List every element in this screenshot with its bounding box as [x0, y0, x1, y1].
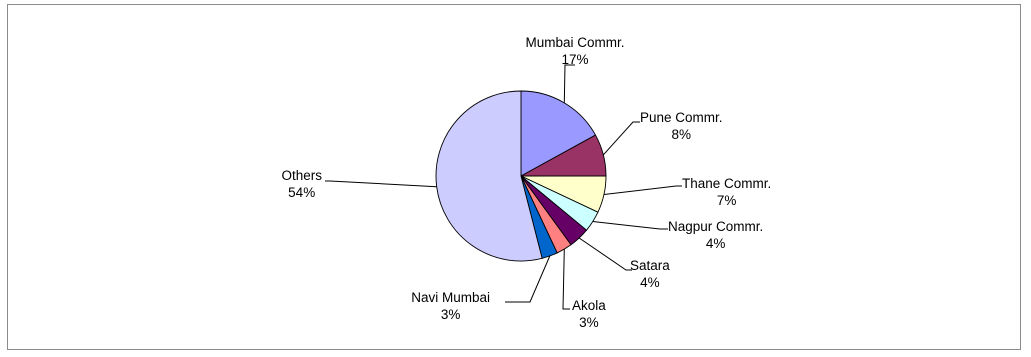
- slice-percent: 4%: [640, 275, 660, 290]
- data-label-pune-commr: Pune Commr. 8%: [640, 110, 723, 142]
- pie-slice-mumbai-commr: [520, 90, 597, 177]
- data-label-mumbai-commr: Mumbai Commr. 17%: [525, 35, 624, 67]
- slice-percent: 7%: [717, 193, 737, 208]
- leader-line-navi-mumbai: [505, 255, 551, 303]
- leader-line-nagpur-commr: [592, 221, 668, 230]
- slice-percent: 17%: [561, 52, 588, 67]
- slice-category: Navi Mumbai: [411, 290, 490, 305]
- data-label-akola: Akola 3%: [572, 298, 606, 330]
- label-leaders: [325, 64, 682, 310]
- slice-percent: 8%: [672, 127, 692, 142]
- slice-category: Pune Commr.: [640, 110, 723, 125]
- data-labels: Mumbai Commr. 17% Pune Commr. 8% Thane Commr…: [281, 35, 771, 330]
- data-label-others: Others 54%: [281, 168, 322, 200]
- slice-percent: 3%: [441, 307, 461, 322]
- slice-category: Satara: [630, 258, 670, 273]
- data-label-navi-mumbai: Navi Mumbai 3%: [411, 290, 490, 322]
- slice-category: Thane Commr.: [682, 176, 771, 191]
- slice-percent: 4%: [706, 236, 726, 251]
- leader-line-akola: [562, 249, 570, 310]
- slice-percent: 3%: [579, 315, 599, 330]
- leader-line-satara: [578, 237, 632, 271]
- data-label-satara: Satara 4%: [630, 258, 670, 290]
- leader-line-others: [325, 180, 437, 188]
- leader-line-mumbai-commr: [563, 64, 575, 103]
- data-label-nagpur-commr: Nagpur Commr. 4%: [668, 219, 763, 251]
- slice-percent: 54%: [288, 185, 315, 200]
- pie-slices: [435, 90, 607, 262]
- slice-category: Nagpur Commr.: [668, 219, 763, 234]
- slice-category: Mumbai Commr.: [525, 35, 624, 50]
- slice-category: Akola: [572, 298, 606, 313]
- data-label-thane-commr: Thane Commr. 7%: [682, 176, 771, 208]
- leader-line-thane-commr: [603, 185, 682, 195]
- leader-line-pune-commr: [602, 121, 640, 156]
- slice-category: Others: [281, 168, 322, 183]
